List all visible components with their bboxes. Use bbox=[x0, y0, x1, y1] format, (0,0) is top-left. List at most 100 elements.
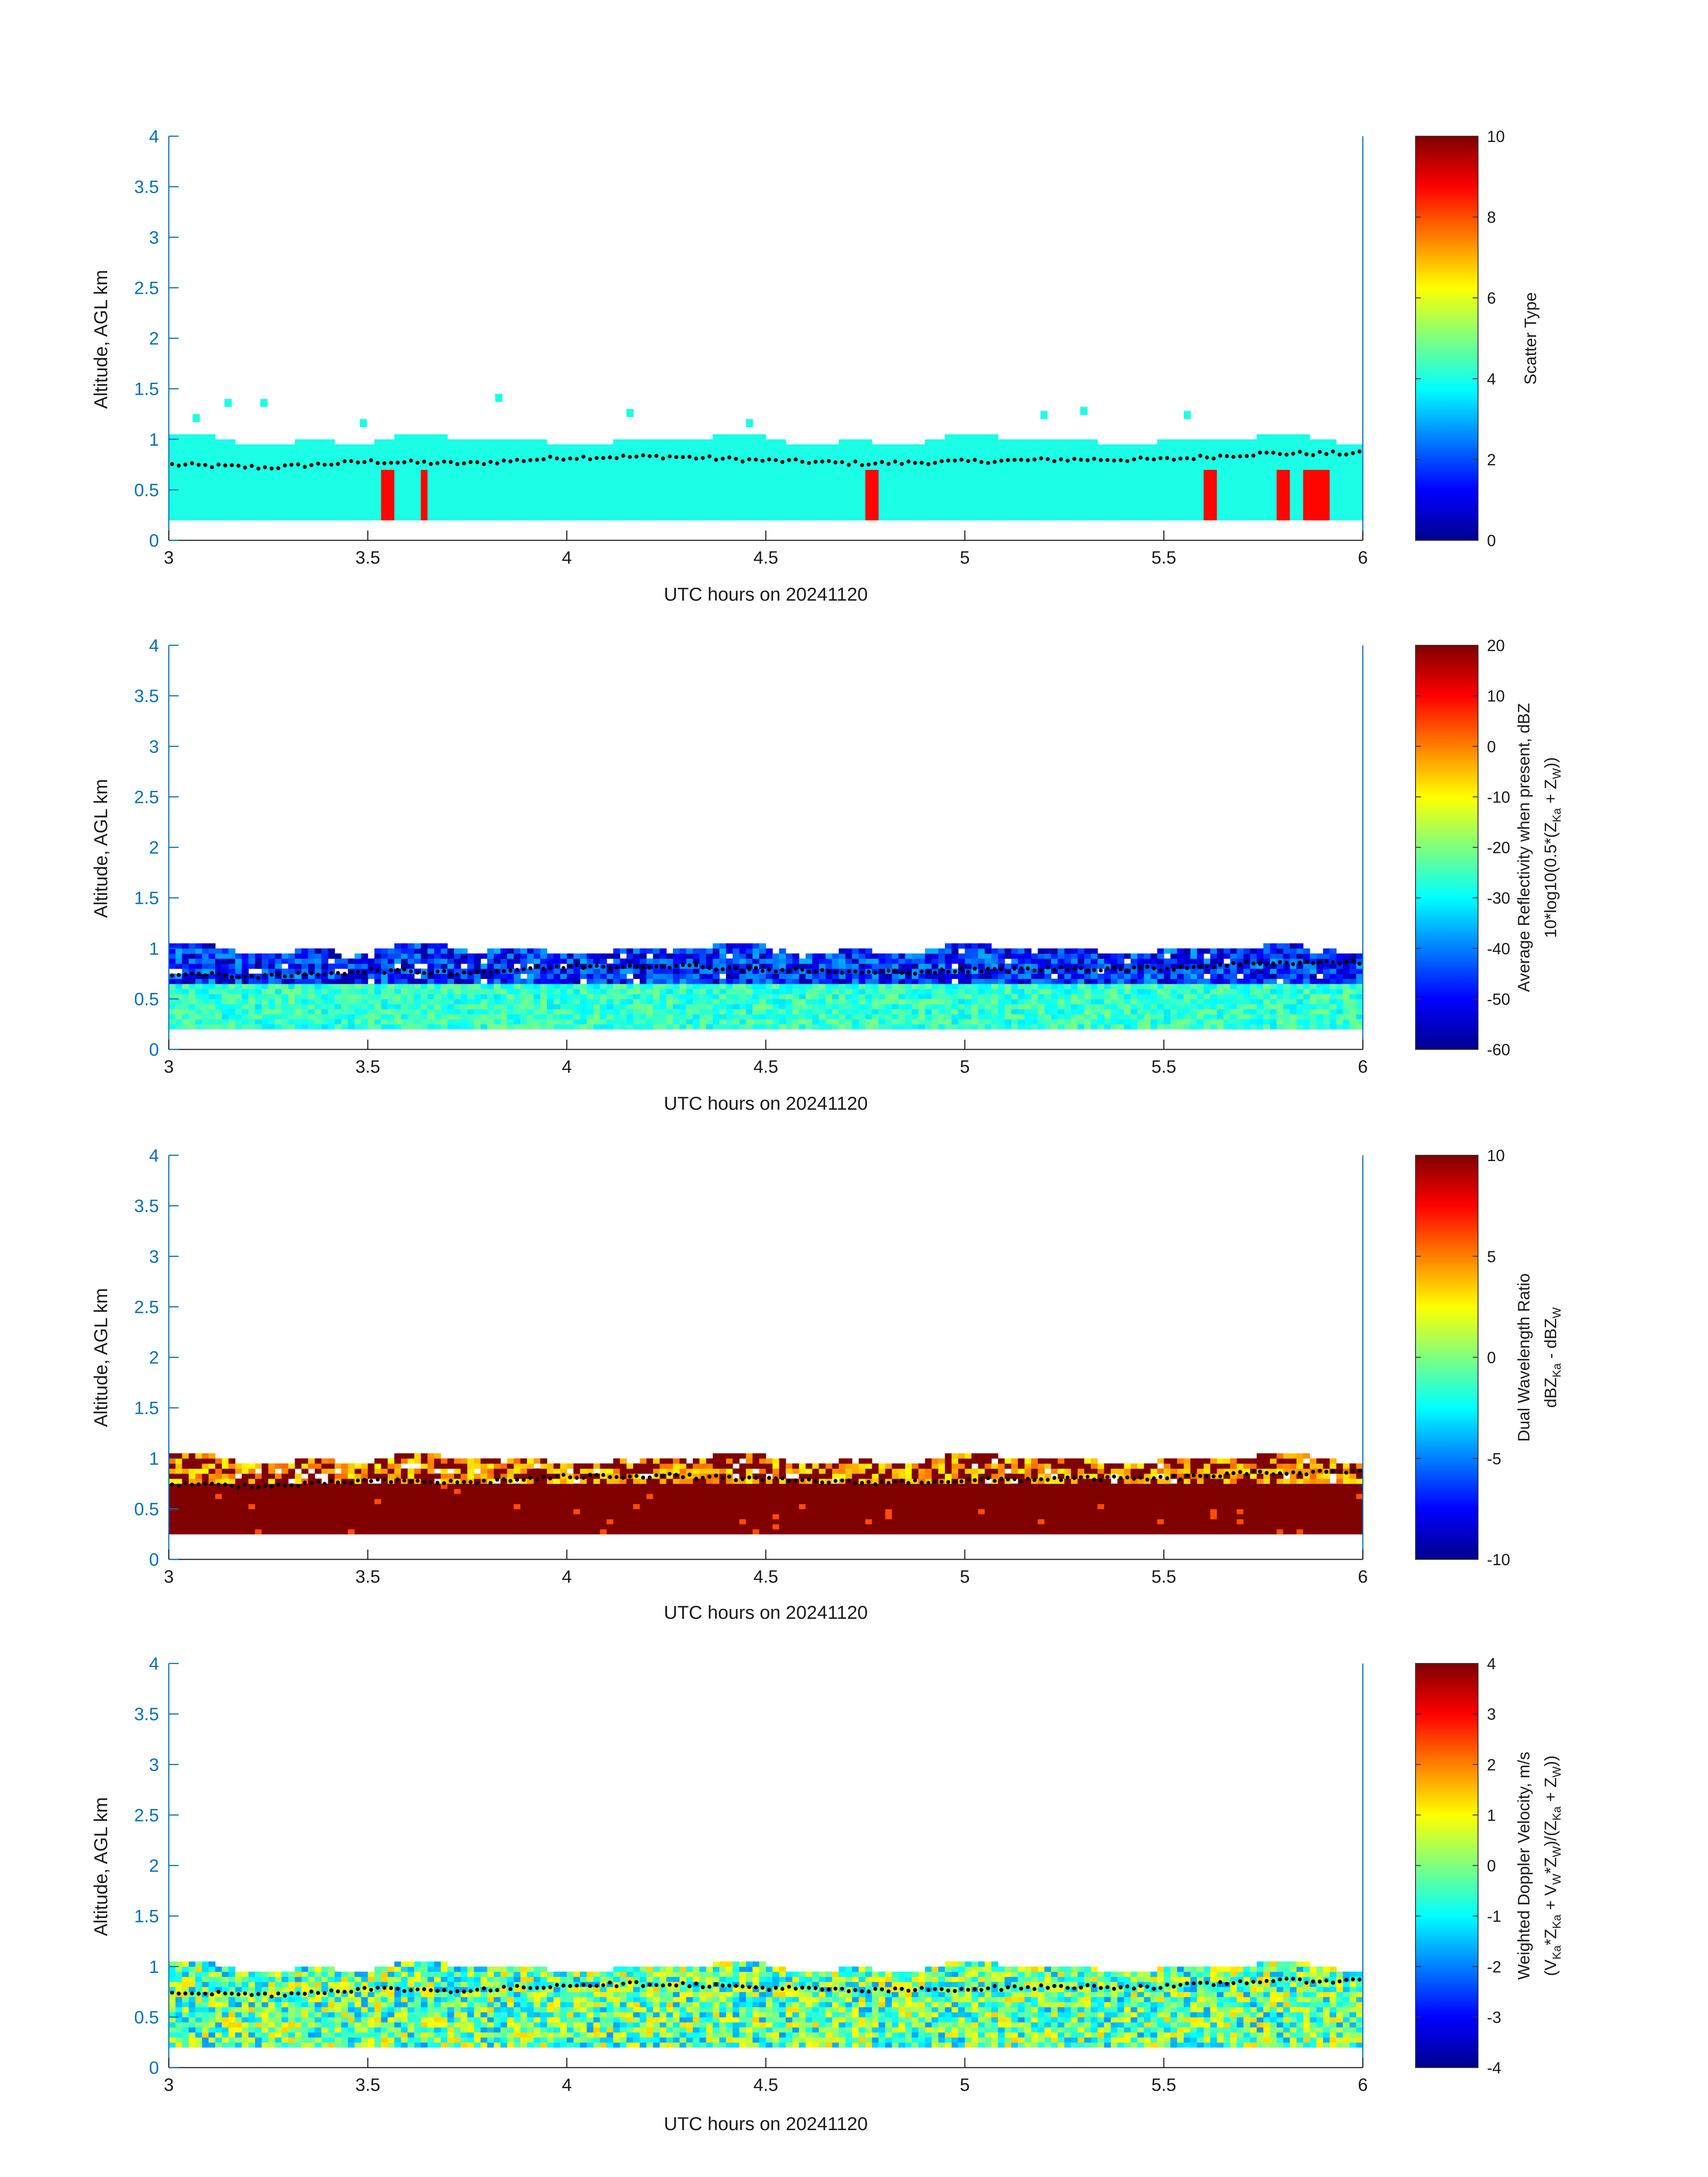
heatmap-cell bbox=[639, 489, 647, 495]
heatmap-cell bbox=[1090, 505, 1098, 510]
heatmap-cell bbox=[1071, 474, 1078, 480]
heatmap-cell bbox=[925, 495, 932, 501]
heatmap-cell bbox=[1263, 480, 1270, 485]
cloud-top-point bbox=[588, 457, 592, 461]
heatmap-cell bbox=[945, 953, 952, 959]
heatmap-cell bbox=[242, 963, 249, 969]
heatmap-cell bbox=[593, 953, 601, 959]
heatmap-cell bbox=[1064, 489, 1071, 495]
heatmap-cell bbox=[540, 1019, 547, 1024]
heatmap-cell bbox=[169, 480, 176, 485]
heatmap-cell bbox=[308, 469, 315, 475]
heatmap-cell bbox=[1236, 444, 1244, 450]
heatmap-cell bbox=[1011, 515, 1019, 521]
heatmap-cell bbox=[766, 1019, 773, 1024]
heatmap-cell bbox=[832, 444, 839, 450]
heatmap-cell bbox=[945, 469, 952, 475]
heatmap-cell bbox=[766, 454, 773, 460]
heatmap-cell bbox=[421, 469, 428, 475]
heatmap-cell bbox=[262, 495, 269, 501]
heatmap-cell bbox=[534, 464, 541, 470]
heatmap-cell bbox=[746, 1004, 753, 1010]
cloud-top-point bbox=[575, 457, 579, 461]
heatmap-cell bbox=[812, 989, 819, 994]
heatmap-cell bbox=[686, 480, 693, 485]
heatmap-cell bbox=[321, 454, 329, 460]
heatmap-cell bbox=[414, 444, 422, 450]
heatmap-cell bbox=[202, 963, 209, 969]
heatmap-cell bbox=[1190, 444, 1198, 450]
cloud-top-point bbox=[641, 453, 645, 458]
heatmap-cell bbox=[334, 454, 342, 460]
heatmap-cell bbox=[1004, 489, 1012, 495]
heatmap-cell bbox=[925, 454, 932, 460]
heatmap-cell bbox=[971, 469, 978, 475]
heatmap-cell bbox=[1336, 500, 1344, 506]
y-tick-label: 0 bbox=[149, 531, 159, 551]
heatmap-cell bbox=[334, 978, 342, 984]
heatmap-cell bbox=[460, 958, 468, 964]
heatmap-cell bbox=[1283, 454, 1290, 460]
heatmap-cell bbox=[586, 953, 594, 959]
heatmap-cell bbox=[985, 480, 992, 485]
heatmap-cell bbox=[228, 489, 236, 495]
heatmap-cell bbox=[182, 969, 189, 974]
heatmap-cell bbox=[620, 1024, 627, 1030]
heatmap-cell bbox=[1323, 444, 1330, 450]
heatmap-cell bbox=[885, 994, 892, 999]
heatmap-cell bbox=[925, 469, 932, 475]
heatmap-cell bbox=[407, 510, 415, 515]
heatmap-cell bbox=[892, 1019, 899, 1024]
heatmap-cell bbox=[421, 948, 428, 954]
heatmap-cell bbox=[374, 480, 381, 485]
heatmap-cell bbox=[872, 515, 879, 521]
heatmap-cell bbox=[1131, 474, 1138, 480]
heatmap-cell bbox=[460, 495, 468, 501]
heatmap-cell bbox=[666, 464, 673, 470]
heatmap-cell bbox=[547, 978, 554, 984]
heatmap-cell bbox=[255, 983, 262, 989]
heatmap-cell bbox=[772, 1024, 780, 1030]
heatmap-cell bbox=[905, 469, 912, 475]
heatmap-cell bbox=[759, 943, 766, 949]
heatmap-cell bbox=[865, 974, 873, 979]
heatmap-cell bbox=[878, 1019, 885, 1024]
heatmap-cell bbox=[938, 485, 945, 490]
heatmap-cell bbox=[414, 480, 422, 485]
heatmap-cell bbox=[1316, 515, 1324, 521]
heatmap-cell bbox=[586, 510, 594, 515]
heatmap-cell bbox=[666, 444, 673, 450]
heatmap-cell bbox=[367, 994, 375, 999]
heatmap-cell bbox=[460, 994, 468, 999]
heatmap-cell bbox=[1263, 500, 1270, 506]
heatmap-cell bbox=[242, 953, 249, 959]
heatmap-cell bbox=[268, 460, 276, 465]
heatmap-cell bbox=[1111, 469, 1118, 475]
heatmap-cell bbox=[1011, 474, 1019, 480]
heatmap-cell bbox=[1276, 515, 1284, 521]
heatmap-cell bbox=[792, 974, 799, 979]
heatmap-cell bbox=[228, 515, 236, 521]
heatmap-cell bbox=[1157, 469, 1164, 475]
heatmap-cell bbox=[1329, 444, 1337, 450]
heatmap-cell bbox=[182, 1024, 189, 1030]
heatmap-cell bbox=[388, 505, 395, 510]
heatmap-cell bbox=[1283, 444, 1290, 450]
heatmap-cell bbox=[885, 1024, 892, 1030]
heatmap-cell bbox=[527, 464, 534, 470]
heatmap-cell bbox=[248, 983, 255, 989]
heatmap-cell bbox=[308, 474, 315, 480]
heatmap-cell bbox=[739, 474, 747, 480]
heatmap-cell bbox=[268, 978, 276, 984]
heatmap-cell bbox=[493, 489, 501, 495]
heatmap-cell bbox=[713, 1014, 720, 1020]
heatmap-cell bbox=[639, 1019, 647, 1024]
heatmap-cell bbox=[898, 1009, 906, 1015]
heatmap-cell bbox=[202, 439, 209, 445]
heatmap-cell bbox=[328, 969, 335, 974]
heatmap-cell bbox=[295, 510, 302, 515]
heatmap-cell bbox=[812, 485, 819, 490]
heatmap-cell bbox=[706, 510, 713, 515]
heatmap-cell bbox=[242, 449, 249, 455]
